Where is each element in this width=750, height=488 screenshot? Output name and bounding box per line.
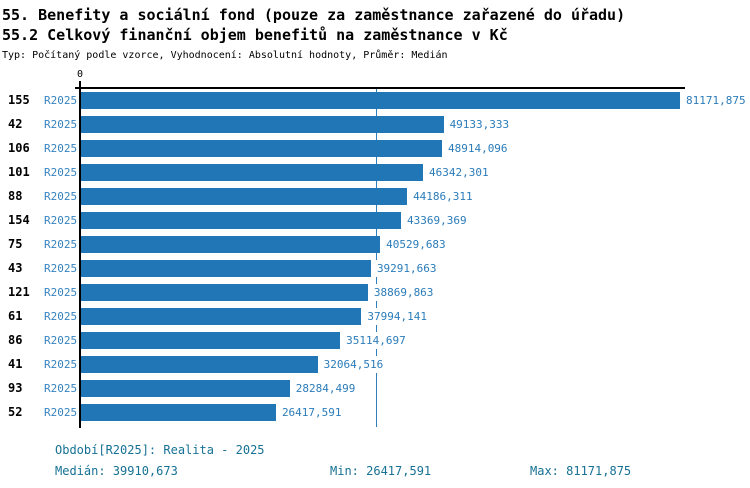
bar	[81, 235, 381, 253]
bar-period-label: R2025	[44, 237, 78, 251]
y-axis-line	[79, 81, 81, 428]
bar-period-label: R2025	[44, 309, 78, 323]
bar	[81, 259, 371, 277]
bar-row-label: 106	[8, 140, 30, 155]
bar-row-label: 61	[8, 308, 23, 323]
bar-period-label: R2025	[44, 213, 78, 227]
bar-value-label: 37994,141	[366, 307, 428, 325]
bar-row-label: 86	[8, 332, 23, 347]
report-title-line2: 55.2 Celkový finanční objem benefitů na …	[2, 26, 508, 44]
bar	[81, 211, 402, 229]
bar-period-label: R2025	[44, 93, 78, 107]
bar-period-label: R2025	[44, 381, 78, 395]
bar	[81, 355, 318, 373]
bar-value-label: 43369,369	[406, 211, 468, 229]
bar	[81, 115, 444, 133]
report-subtitle: Typ: Počítaný podle vzorce, Vyhodnocení:…	[2, 50, 448, 61]
bar-row-label: 154	[8, 212, 30, 227]
bar-period-label: R2025	[44, 333, 78, 347]
bar-value-label: 48914,096	[446, 139, 509, 157]
bar-period-label: R2025	[44, 165, 78, 179]
bar-period-label: R2025	[44, 405, 78, 419]
bar-value-label: 38869,863	[372, 283, 435, 301]
bar-row-label: 41	[8, 356, 23, 371]
bar-value-label: 32064,516	[322, 355, 385, 373]
footer-median-stat: Medián: 39910,673	[55, 464, 178, 478]
bar-row-label: 88	[8, 188, 23, 203]
bar-period-label: R2025	[44, 285, 78, 299]
bar-period-label: R2025	[44, 357, 78, 371]
bar	[81, 307, 362, 325]
footer-min-stat: Min: 26417,591	[330, 464, 432, 478]
bar-period-label: R2025	[44, 189, 78, 203]
bar	[81, 379, 290, 397]
bar-value-label: 49133,333	[448, 115, 511, 133]
median-reference-line	[375, 88, 377, 427]
bar-value-label: 26417,591	[280, 403, 343, 421]
bar	[81, 331, 341, 349]
bar-row-label: 93	[8, 380, 23, 395]
bar	[81, 187, 408, 205]
bar-row-label: 101	[8, 164, 30, 179]
bar-value-label: 46342,301	[427, 163, 490, 181]
bar-row-label: 52	[8, 404, 23, 419]
footer-max-stat: Max: 81171,875	[530, 464, 632, 478]
bar-value-label: 35114,697	[345, 331, 407, 349]
bar-value-label: 81171,875	[684, 91, 747, 109]
bar-row-label: 75	[8, 236, 23, 251]
bar-row-label: 121	[8, 284, 30, 299]
bar-row-label: 155	[8, 92, 30, 107]
bar	[81, 403, 276, 421]
bar	[81, 139, 442, 157]
bar-period-label: R2025	[44, 141, 78, 155]
x-axis-origin-label: 0	[76, 69, 84, 80]
report-title-line1: 55. Benefity a sociální fond (pouze za z…	[2, 6, 626, 24]
bar	[81, 283, 368, 301]
bar-value-label: 39291,663	[375, 259, 438, 277]
bar-period-label: R2025	[44, 117, 78, 131]
bar-value-label: 28284,499	[294, 379, 357, 397]
bar	[81, 91, 680, 109]
x-axis-line	[75, 87, 685, 89]
footer-period-info: Období[R2025]: Realita - 2025	[55, 443, 265, 457]
bar-row-label: 43	[8, 260, 23, 275]
bar-period-label: R2025	[44, 261, 78, 275]
bar	[81, 163, 423, 181]
bar-row-label: 42	[8, 116, 23, 131]
bar-value-label: 40529,683	[385, 235, 447, 253]
bar-value-label: 44186,311	[412, 187, 474, 205]
